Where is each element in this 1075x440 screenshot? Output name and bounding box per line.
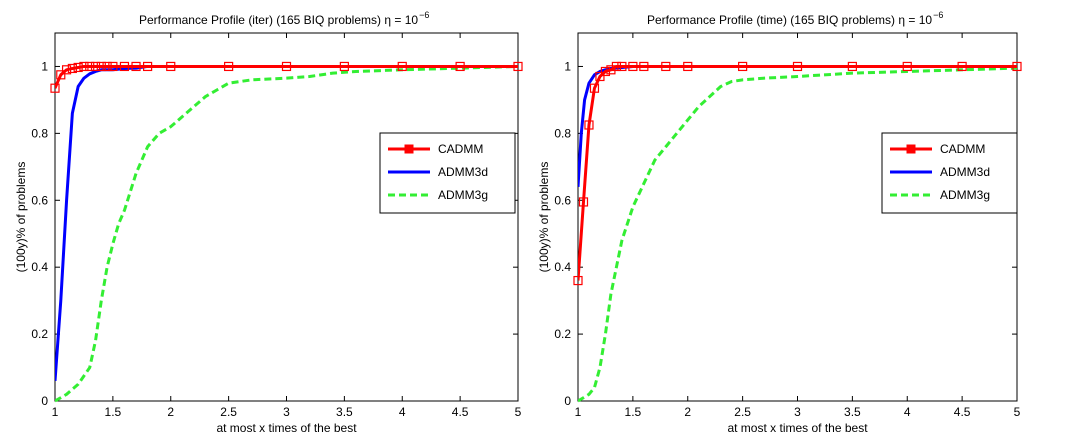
legend-label-admm3g: ADMM3g — [940, 188, 990, 202]
data-point-cadmm — [224, 61, 234, 72]
y-tick-label: 0.6 — [31, 193, 48, 207]
x-tick-label: 3.5 — [336, 405, 353, 419]
y-tick-label: 0.8 — [554, 126, 571, 140]
y-tick-label: 0 — [41, 394, 48, 408]
x-tick-label: 3 — [283, 405, 290, 419]
data-point-cadmm — [131, 61, 141, 72]
x-tick-label: 1.5 — [105, 405, 122, 419]
plot-area — [54, 32, 519, 402]
data-point-cadmm — [102, 61, 112, 72]
data-point-cadmm — [606, 65, 616, 75]
data-point-cadmm — [600, 66, 611, 77]
chart-1: 1 1.5 2 2.5 3 3.5 4 4.5 5 0 0.2 0.4 0.6 0.8 1 Performan… — [14, 10, 523, 435]
data-point-cadmm — [339, 61, 349, 72]
y-tick-label: 0.4 — [31, 260, 48, 274]
legend-marker-cadmm — [906, 144, 916, 154]
y-tick-label: 0.2 — [31, 327, 48, 341]
data-point-cadmm — [90, 61, 101, 72]
data-point-cadmm — [73, 62, 83, 73]
data-point-cadmm — [96, 61, 106, 72]
legend-label-admm3g: ADMM3g — [438, 188, 488, 202]
data-point-cadmm — [738, 61, 748, 72]
data-point-cadmm — [455, 61, 465, 72]
x-axis-label: at most x times of the best — [216, 421, 357, 435]
y-axis-label: (100y)% of problems — [537, 162, 551, 273]
data-point-cadmm — [847, 61, 857, 72]
data-point-cadmm — [589, 83, 600, 93]
chart-title: Performance Profile (time) (165 BIQ prob… — [647, 13, 932, 27]
chart-title-exponent: −6 — [933, 10, 943, 20]
x-tick-label: 1 — [52, 405, 59, 419]
x-tick-label: 2 — [684, 405, 691, 419]
data-point-cadmm — [143, 61, 153, 72]
legend-label-cadmm: CADMM — [940, 142, 985, 156]
data-point-cadmm — [902, 61, 912, 72]
x-tick-label: 4 — [399, 405, 406, 419]
data-point-cadmm — [85, 61, 95, 72]
y-tick-label: 0 — [564, 394, 571, 408]
data-point-cadmm — [617, 61, 627, 72]
legend-label-cadmm: CADMM — [438, 142, 483, 156]
series-line-admm3g — [578, 66, 1017, 403]
series-line-admm3g — [55, 64, 518, 403]
data-point-cadmm — [628, 61, 638, 72]
data-point-cadmm — [513, 61, 523, 72]
data-point-cadmm — [661, 61, 671, 72]
data-point-cadmm — [61, 65, 72, 75]
x-tick-label: 2.5 — [220, 405, 237, 419]
data-point-cadmm — [611, 61, 622, 72]
x-tick-label: 2.5 — [734, 405, 751, 419]
data-point-cadmm — [792, 61, 803, 72]
data-point-cadmm — [584, 120, 594, 130]
data-point-cadmm — [683, 61, 693, 72]
chart-title-exponent: −6 — [419, 10, 429, 20]
legend: CADMM ADMM3d ADMM3g — [881, 132, 1018, 214]
chart-2: 1 1.5 2 2.5 3 3.5 4 4.5 5 0 0.2 0.4 0.6 0.8 1 Performan… — [537, 10, 1022, 435]
x-tick-label: 2 — [167, 405, 174, 419]
y-tick-label: 1 — [564, 59, 571, 73]
data-point-cadmm — [108, 61, 118, 72]
data-point-cadmm — [67, 63, 77, 74]
data-point-cadmm — [50, 83, 60, 93]
data-point-cadmm — [578, 197, 589, 207]
y-tick-label: 0.6 — [554, 193, 571, 207]
y-tick-label: 0.8 — [31, 126, 48, 140]
data-point-cadmm — [56, 70, 66, 80]
legend-label-admm3d: ADMM3d — [940, 165, 990, 179]
plot-area — [577, 32, 1018, 402]
y-tick-label: 1 — [41, 59, 48, 73]
x-tick-label: 4.5 — [954, 405, 971, 419]
data-point-cadmm — [79, 61, 89, 72]
data-point-cadmm — [119, 61, 130, 72]
y-tick-label: 0.4 — [554, 260, 571, 274]
legend-marker-cadmm — [404, 144, 414, 154]
series-line-cadmm — [578, 64, 1017, 281]
x-tick-label: 3 — [794, 405, 801, 419]
data-point-cadmm — [573, 275, 583, 286]
x-axis-label: at most x times of the best — [727, 421, 868, 435]
x-tick-label: 5 — [1014, 405, 1021, 419]
x-tick-label: 1 — [575, 405, 582, 419]
data-point-cadmm — [957, 61, 967, 72]
x-tick-label: 1.5 — [625, 405, 642, 419]
data-point-cadmm — [397, 61, 407, 72]
y-tick-label: 0.2 — [554, 327, 571, 341]
data-point-cadmm — [1012, 61, 1022, 72]
data-point-cadmm — [281, 61, 292, 72]
x-tick-label: 4.5 — [452, 405, 469, 419]
chart-title: Performance Profile (iter) (165 BIQ prob… — [139, 13, 418, 27]
data-point-cadmm — [639, 61, 649, 72]
legend: CADMM ADMM3d ADMM3g — [379, 132, 516, 214]
x-tick-label: 3.5 — [844, 405, 861, 419]
legend-label-admm3d: ADMM3d — [438, 165, 488, 179]
y-axis-label: (100y)% of problems — [14, 162, 28, 273]
data-point-cadmm — [166, 61, 176, 72]
x-tick-label: 5 — [515, 405, 522, 419]
data-point-cadmm — [595, 71, 605, 82]
x-tick-label: 4 — [904, 405, 911, 419]
